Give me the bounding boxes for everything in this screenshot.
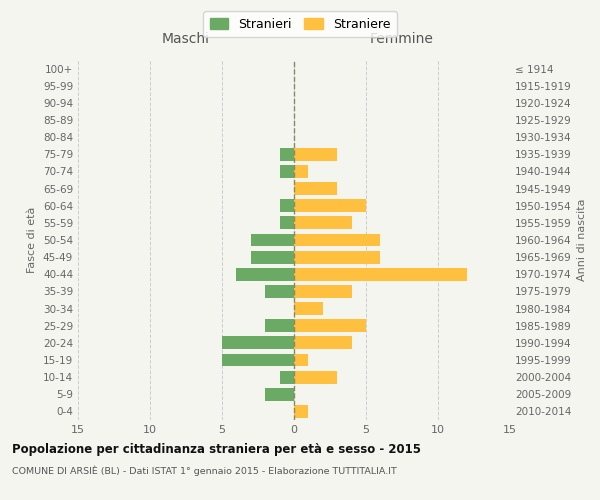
- Bar: [236, 268, 294, 280]
- Bar: [294, 405, 308, 418]
- Bar: [294, 250, 380, 264]
- Legend: Stranieri, Straniere: Stranieri, Straniere: [203, 11, 397, 37]
- Bar: [251, 234, 294, 246]
- Bar: [294, 320, 366, 332]
- Bar: [251, 250, 294, 264]
- Bar: [294, 200, 366, 212]
- Bar: [294, 148, 337, 160]
- Bar: [294, 285, 352, 298]
- Bar: [265, 320, 294, 332]
- Text: COMUNE DI ARSIÈ (BL) - Dati ISTAT 1° gennaio 2015 - Elaborazione TUTTITALIA.IT: COMUNE DI ARSIÈ (BL) - Dati ISTAT 1° gen…: [12, 465, 397, 475]
- Bar: [294, 165, 308, 178]
- Bar: [294, 302, 323, 315]
- Bar: [265, 285, 294, 298]
- Y-axis label: Fasce di età: Fasce di età: [28, 207, 37, 273]
- Bar: [294, 216, 352, 230]
- Text: Popolazione per cittadinanza straniera per età e sesso - 2015: Popolazione per cittadinanza straniera p…: [12, 442, 421, 456]
- Bar: [294, 234, 380, 246]
- Bar: [222, 354, 294, 366]
- Text: Femmine: Femmine: [370, 32, 434, 46]
- Bar: [294, 182, 337, 195]
- Bar: [294, 354, 308, 366]
- Bar: [280, 148, 294, 160]
- Bar: [265, 388, 294, 400]
- Bar: [222, 336, 294, 349]
- Bar: [280, 200, 294, 212]
- Bar: [294, 268, 467, 280]
- Y-axis label: Anni di nascita: Anni di nascita: [577, 198, 587, 281]
- Bar: [280, 216, 294, 230]
- Bar: [294, 370, 337, 384]
- Text: Maschi: Maschi: [162, 32, 210, 46]
- Bar: [294, 336, 352, 349]
- Bar: [280, 370, 294, 384]
- Bar: [280, 165, 294, 178]
